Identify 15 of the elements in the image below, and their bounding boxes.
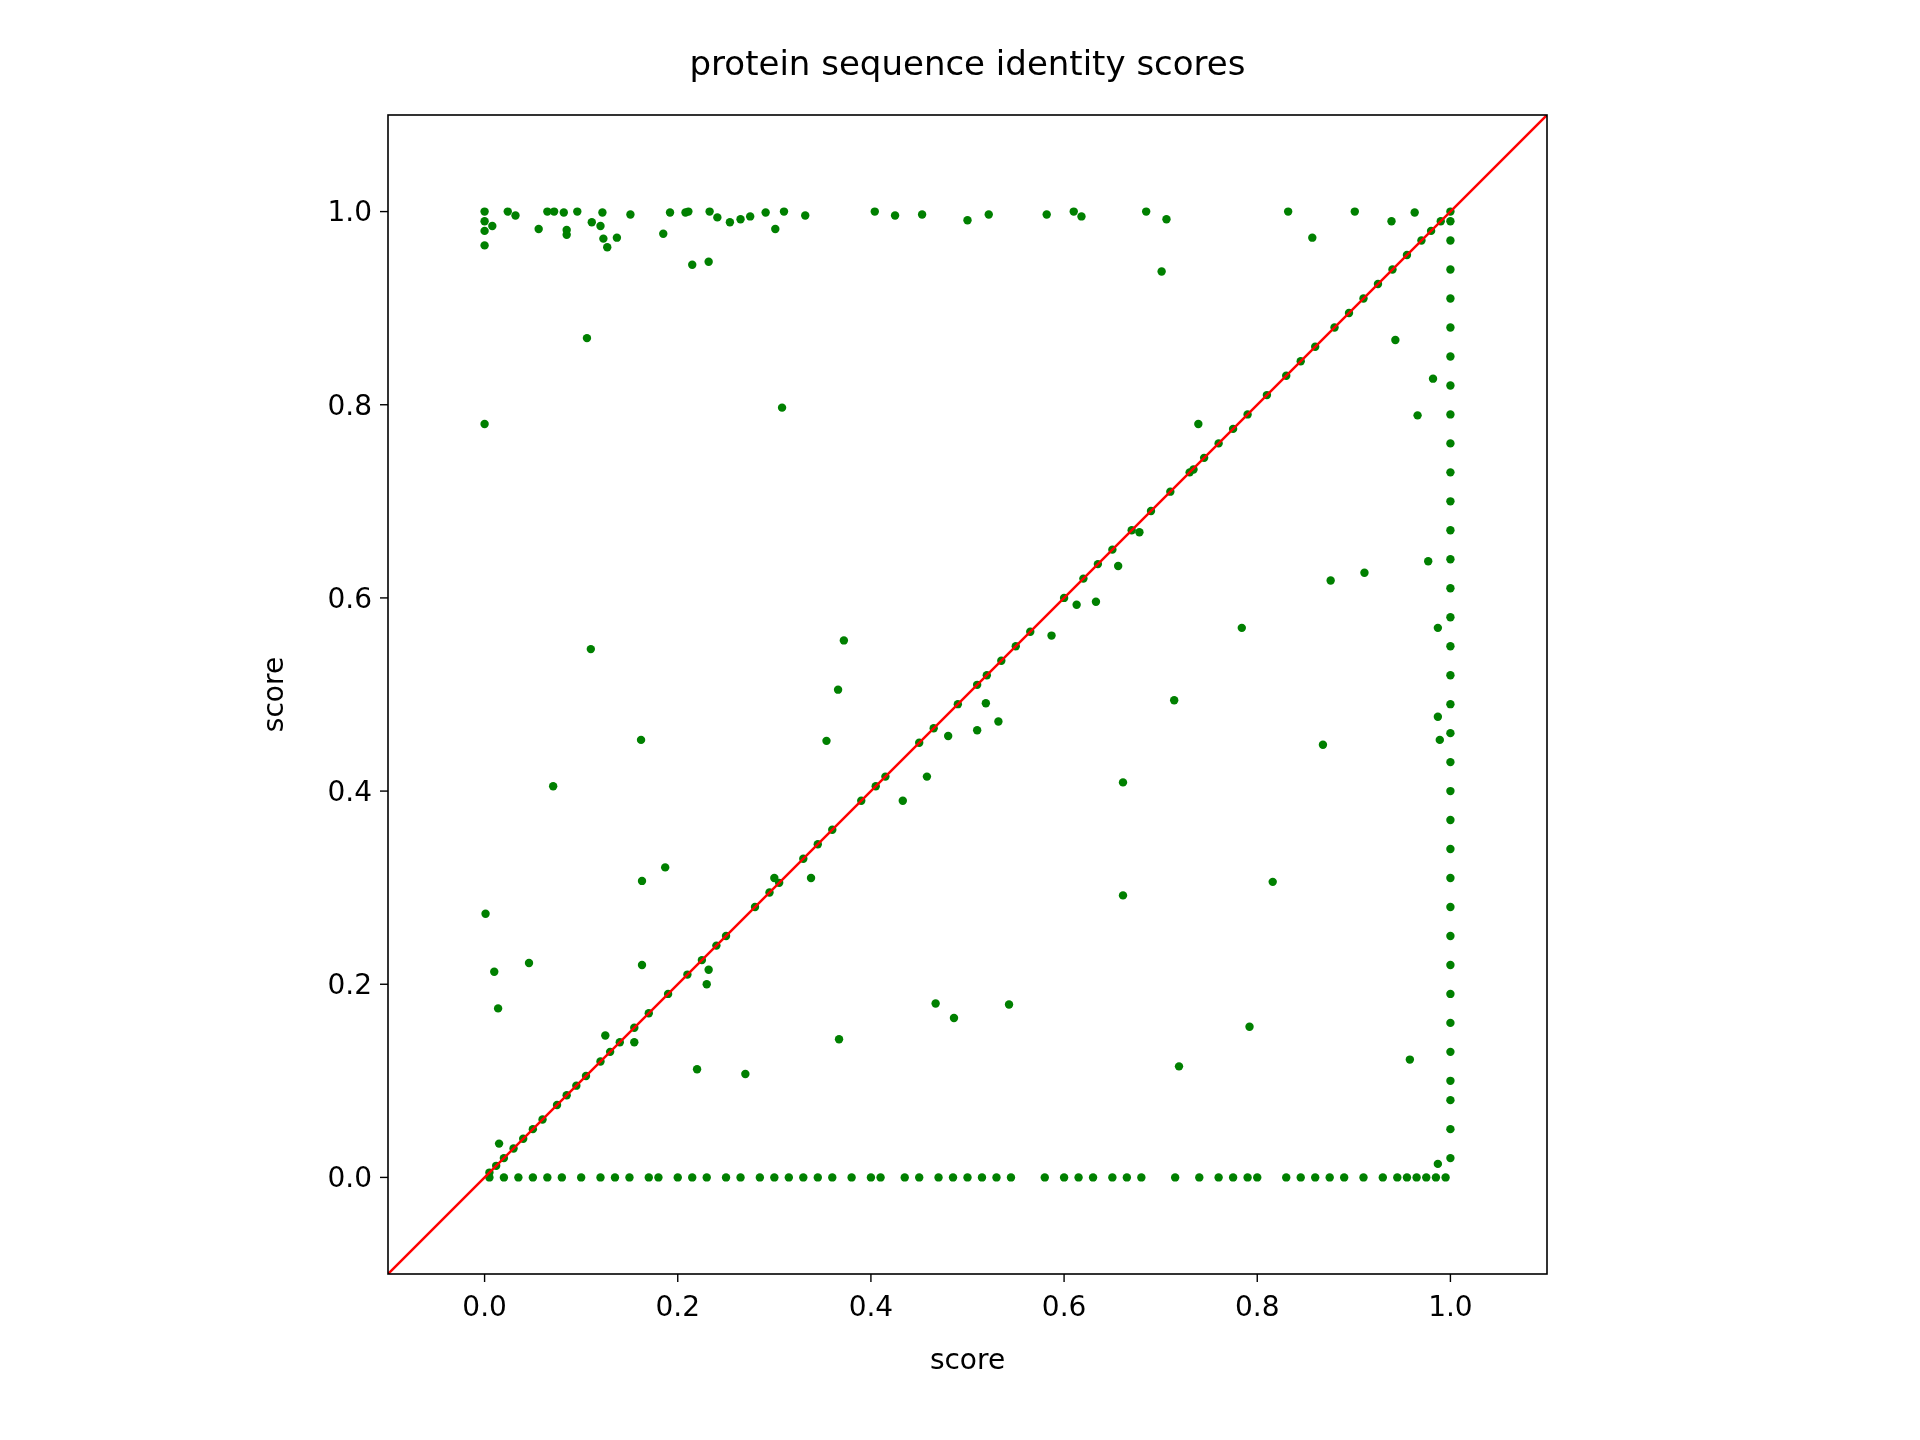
x-axis-title: score [929,1343,1006,1376]
x-tick-label: 0.0 [462,1290,507,1323]
y-tick-label: 1.0 [327,195,372,229]
y-tick-label: 0.2 [327,968,372,1002]
y-tick-label: 0.0 [327,1161,372,1195]
y-tick-label: 0.6 [327,581,372,615]
chart-title: protein sequence identity scores [689,43,1246,83]
x-tick-label: 0.2 [655,1290,701,1323]
x-tick-label: 0.6 [1041,1290,1087,1323]
y-axis-title: score [257,656,290,733]
x-tick-label: 1.0 [1428,1290,1473,1323]
x-tick-label: 0.4 [848,1290,894,1323]
y-tick-label: 0.4 [327,774,372,808]
y-tick-label: 0.8 [327,388,372,422]
x-tick-label: 0.8 [1234,1290,1280,1323]
